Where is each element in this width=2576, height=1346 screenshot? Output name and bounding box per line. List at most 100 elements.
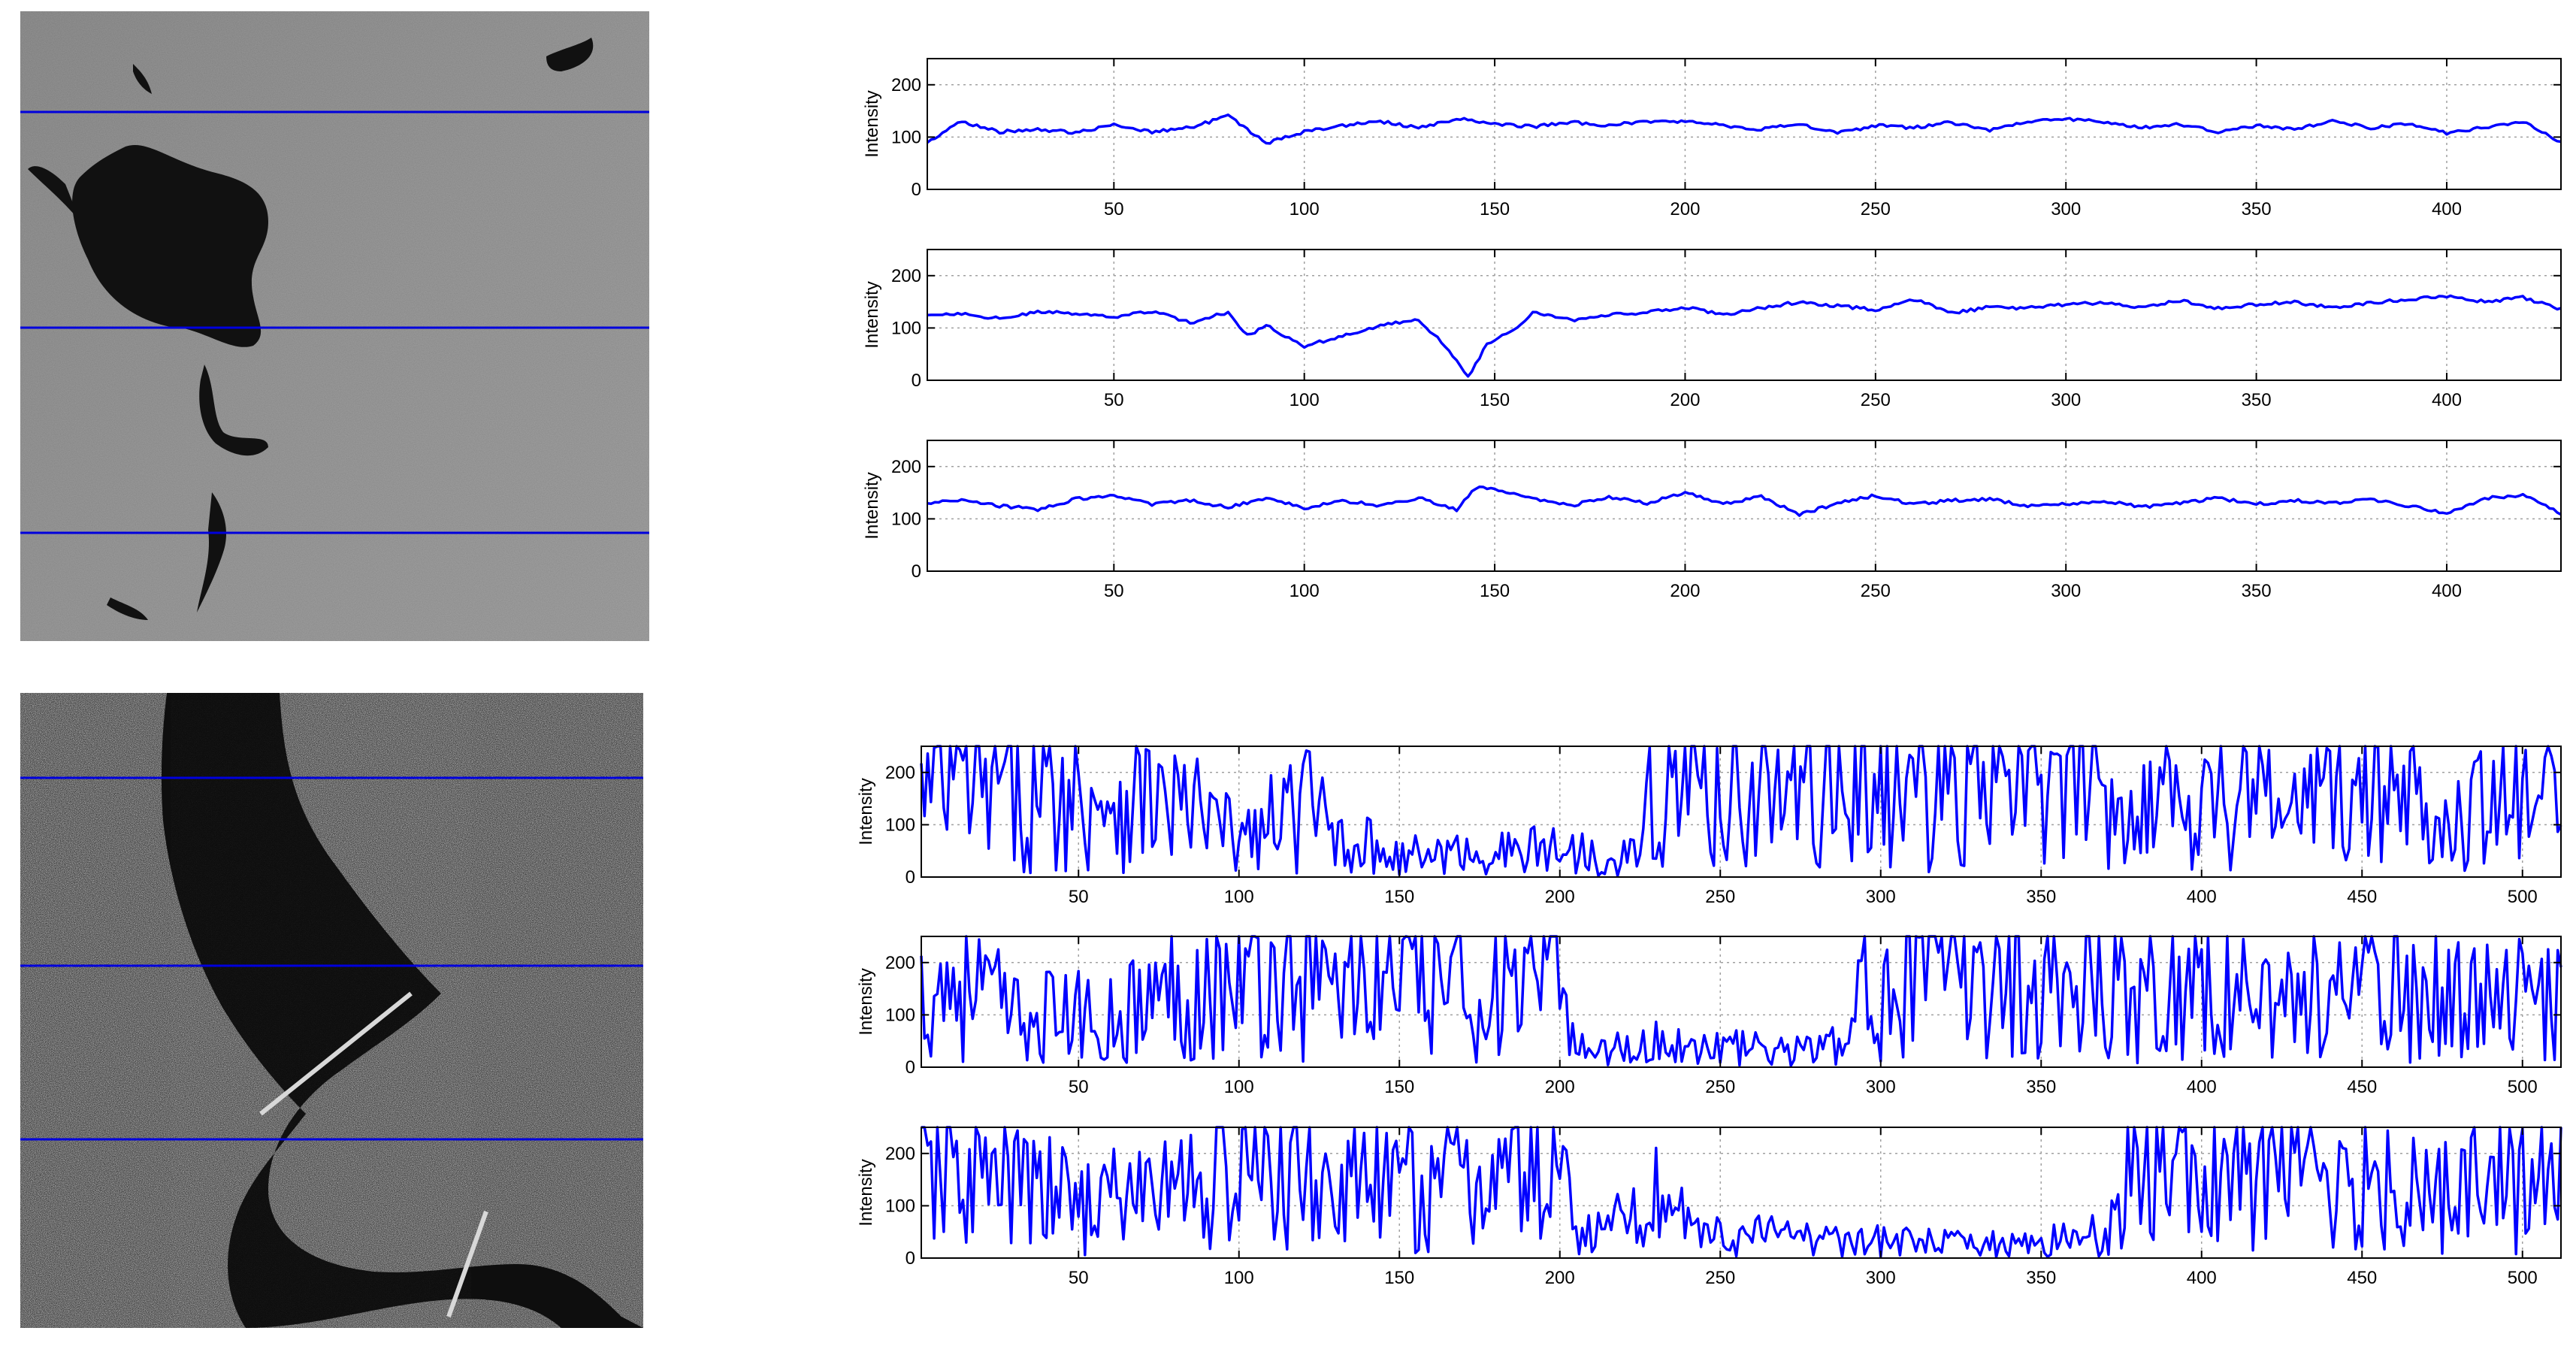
oil-slick-shape — [28, 38, 594, 620]
x-tick-label: 350 — [2242, 581, 2272, 601]
axes-box — [927, 249, 2562, 381]
y-tick-label: 100 — [885, 815, 915, 835]
y-tick-label: 0 — [912, 561, 921, 582]
series-line — [921, 1126, 2562, 1259]
x-tick-label: 300 — [1866, 1268, 1896, 1288]
y-tick-label: 200 — [891, 75, 921, 95]
x-tick-label: 150 — [1384, 887, 1414, 907]
x-tick-label: 50 — [1069, 1268, 1089, 1288]
x-tick-label: 250 — [1705, 1077, 1735, 1097]
x-tick-label: 400 — [2432, 199, 2462, 219]
grid-lines — [927, 59, 2561, 189]
y-tick-label: 100 — [885, 1005, 915, 1025]
axes-box — [921, 936, 2562, 1068]
y-axis-label: Intensity — [862, 90, 882, 157]
x-tick-label: 450 — [2347, 1268, 2377, 1288]
x-tick-label: 350 — [2242, 199, 2272, 219]
series-line — [920, 935, 2562, 1067]
series-line — [927, 294, 2562, 378]
profile-lines — [20, 110, 649, 534]
y-tick-label: 0 — [906, 1057, 915, 1078]
x-tick-label: 150 — [1384, 1268, 1414, 1288]
axes-box — [921, 1127, 2562, 1259]
x-tick-label: 200 — [1670, 199, 1700, 219]
x-tick-label: 50 — [1104, 390, 1124, 410]
y-tick-label: 200 — [891, 457, 921, 477]
x-tick-label: 250 — [1861, 199, 1891, 219]
x-tick-label: 100 — [1224, 887, 1254, 907]
x-tick-label: 200 — [1545, 887, 1575, 907]
x-tick-label: 250 — [1705, 1268, 1735, 1288]
x-tick-label: 150 — [1480, 390, 1510, 410]
series-line — [920, 745, 2562, 878]
profile-plot-1: 50 100 150 200 250 300 350 400 0 100 200 Intensity — [834, 45, 2562, 225]
y-tick-label: 0 — [906, 867, 915, 888]
profile-plot-3: 50 100 150 200 250 300 350 400 0 100 200 Intensity — [834, 427, 2562, 607]
x-tick-label: 100 — [1224, 1268, 1254, 1288]
x-tick-label: 450 — [2347, 887, 2377, 907]
x-tick-label: 400 — [2187, 1077, 2217, 1097]
x-tick-label: 100 — [1290, 199, 1320, 219]
x-tick-label: 150 — [1480, 581, 1510, 601]
x-tick-label: 300 — [2051, 199, 2081, 219]
y-axis-label: Intensity — [862, 281, 882, 348]
y-axis-label: Intensity — [862, 472, 882, 539]
x-tick-label: 100 — [1290, 581, 1320, 601]
y-tick-label: 0 — [906, 1248, 915, 1269]
x-tick-label: 50 — [1104, 581, 1124, 601]
x-tick-label: 250 — [1861, 390, 1891, 410]
axes-box — [927, 440, 2562, 572]
x-tick-label: 350 — [2026, 887, 2056, 907]
axes-box — [927, 58, 2562, 190]
x-tick-label: 300 — [1866, 887, 1896, 907]
y-axis-label: Intensity — [856, 1159, 876, 1226]
series-line — [926, 113, 2562, 145]
x-tick-label: 150 — [1480, 199, 1510, 219]
river-sar-image — [20, 693, 643, 1328]
x-tick-label: 300 — [1866, 1077, 1896, 1097]
y-tick-label: 200 — [885, 763, 915, 783]
x-tick-label: 500 — [2508, 1268, 2538, 1288]
x-tick-label: 200 — [1545, 1077, 1575, 1097]
x-tick-label: 400 — [2187, 1268, 2217, 1288]
x-tick-label: 400 — [2432, 581, 2462, 601]
y-tick-label: 100 — [885, 1196, 915, 1216]
x-tick-label: 150 — [1384, 1077, 1414, 1097]
x-tick-label: 50 — [1069, 887, 1089, 907]
profile-plot-4: 50 100 150 200 250 300 350 400 450 500 0 100 200 Inte… — [834, 733, 2562, 913]
y-tick-label: 100 — [891, 509, 921, 529]
x-tick-label: 250 — [1705, 887, 1735, 907]
x-tick-label: 100 — [1290, 390, 1320, 410]
profile-lines — [20, 776, 643, 1141]
x-tick-label: 300 — [2051, 390, 2081, 410]
x-tick-label: 500 — [2508, 1077, 2538, 1097]
bridge-shapes — [259, 991, 488, 1318]
y-tick-label: 0 — [912, 180, 921, 200]
x-tick-label: 200 — [1670, 390, 1700, 410]
x-tick-label: 50 — [1104, 199, 1124, 219]
series-line — [927, 485, 2562, 517]
y-axis-label: Intensity — [856, 778, 876, 845]
profile-plot-5: 50 100 150 200 250 300 350 400 450 500 0 100 200 Inte… — [834, 923, 2562, 1103]
x-tick-label: 350 — [2026, 1077, 2056, 1097]
y-tick-label: 200 — [885, 953, 915, 973]
x-tick-label: 400 — [2432, 390, 2462, 410]
y-tick-label: 0 — [912, 371, 921, 391]
x-tick-label: 200 — [1670, 581, 1700, 601]
x-tick-label: 200 — [1545, 1268, 1575, 1288]
x-tick-label: 400 — [2187, 887, 2217, 907]
grid-lines — [927, 440, 2561, 571]
profile-plot-2: 50 100 150 200 250 300 350 400 0 100 200 Intensity — [834, 236, 2562, 416]
x-tick-label: 350 — [2026, 1268, 2056, 1288]
y-tick-label: 100 — [891, 127, 921, 147]
grid-lines — [927, 250, 2561, 380]
y-tick-label: 200 — [885, 1144, 915, 1164]
oil-spill-sar-image — [20, 11, 649, 641]
x-tick-label: 100 — [1224, 1077, 1254, 1097]
y-tick-label: 200 — [891, 266, 921, 286]
x-tick-label: 350 — [2242, 390, 2272, 410]
x-tick-label: 450 — [2347, 1077, 2377, 1097]
y-axis-label: Intensity — [856, 968, 876, 1035]
y-tick-label: 100 — [891, 318, 921, 338]
profile-plot-6: 50 100 150 200 250 300 350 400 450 500 0 100 200 Inte… — [834, 1114, 2562, 1294]
